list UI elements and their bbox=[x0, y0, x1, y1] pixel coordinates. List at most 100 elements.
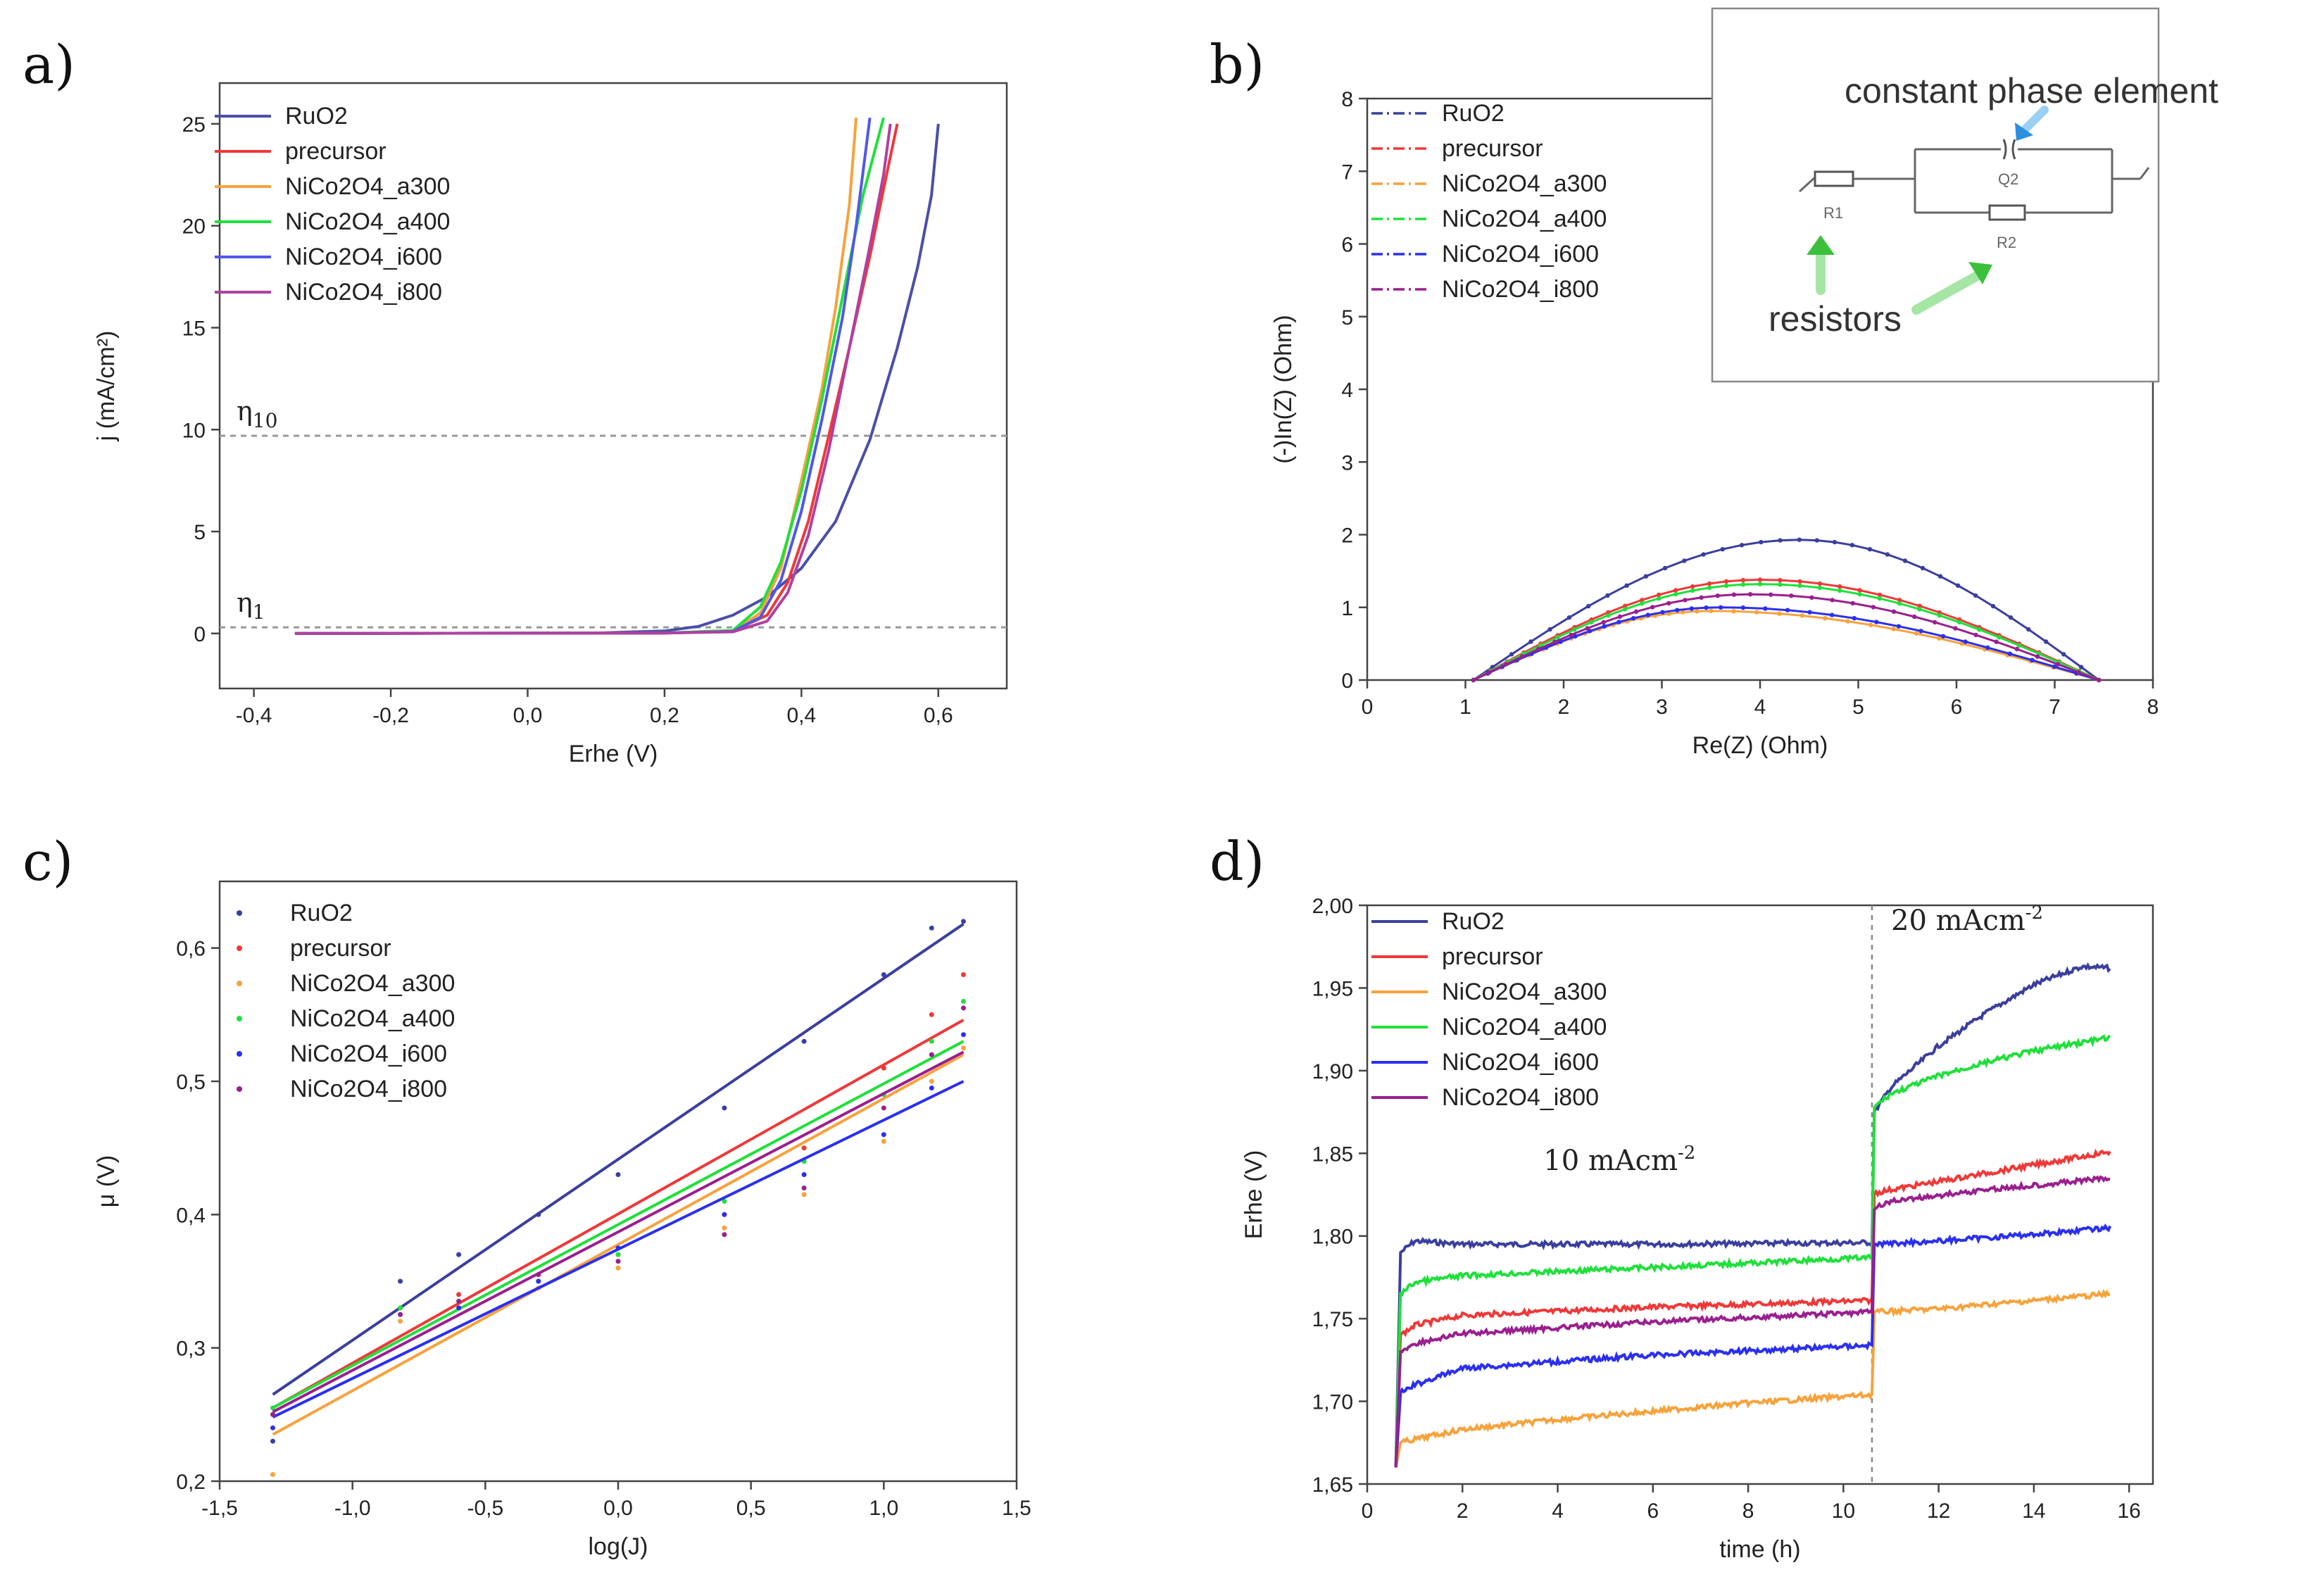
panel-b-data-point bbox=[1555, 635, 1560, 640]
panel-b-data-point bbox=[1754, 610, 1759, 615]
panel-b-data-point bbox=[1797, 579, 1802, 584]
panel-a-x-tick-label: 0,2 bbox=[650, 704, 679, 727]
panel-d-legend-label: precursor bbox=[1442, 943, 1543, 970]
panel-b-data-point bbox=[1731, 609, 1736, 614]
panel-b-data-point bbox=[1640, 598, 1645, 603]
panel-b-y-tick-label: 4 bbox=[1341, 379, 1353, 402]
panel-c-data-point bbox=[929, 1079, 934, 1084]
panel-c-letter: c) bbox=[23, 830, 73, 893]
panel-a-series-line bbox=[294, 123, 940, 635]
panel-d-y-tick-label: 1,65 bbox=[1312, 1473, 1353, 1497]
panel-c-data-point bbox=[398, 1305, 403, 1311]
panel-b-data-point bbox=[1920, 565, 1926, 571]
panel-b-data-point bbox=[1857, 588, 1862, 593]
panel-c-data-point bbox=[615, 1245, 621, 1251]
panel-a-legend-label: NiCo2O4_i600 bbox=[285, 244, 442, 270]
panel-b-data-point bbox=[1682, 558, 1687, 563]
panel-b-data-point bbox=[1740, 605, 1745, 610]
panel-b-data-point bbox=[2007, 651, 2013, 656]
inset-resistors-label: resistors bbox=[1769, 299, 1902, 339]
panel-b-y-tick-label: 5 bbox=[1341, 306, 1353, 329]
panel-b-y-tick-label: 6 bbox=[1341, 234, 1353, 257]
panel-b-data-point bbox=[1739, 543, 1745, 548]
panel-b-data-point bbox=[1830, 612, 1835, 617]
panel-b-data-point bbox=[1723, 579, 1729, 584]
panel-c-fit-line bbox=[272, 1040, 965, 1409]
panel-b-data-point bbox=[1937, 613, 1942, 618]
panel-b-data-point bbox=[1937, 574, 1943, 579]
panel-d-y-tick-label: 1,90 bbox=[1312, 1060, 1353, 1083]
panel-b-data-point bbox=[1885, 552, 1890, 557]
panel-b-data-point bbox=[1838, 584, 1842, 589]
panel-c-x-tick-label: 0,5 bbox=[736, 1497, 766, 1520]
panel-a-series-line bbox=[294, 123, 892, 635]
panel-b-x-tick-label: 0 bbox=[1362, 696, 1374, 719]
panel-b-data-point bbox=[1699, 595, 1704, 600]
panel-b-data-point bbox=[1657, 592, 1662, 598]
panel-b-data-point bbox=[1914, 631, 1919, 636]
panel-b-x-axis-label: Re(Z) (Ohm) bbox=[1692, 732, 1828, 759]
panel-b-data-point bbox=[1690, 584, 1695, 589]
panel-c-legend-label: NiCo2O4_a400 bbox=[290, 1005, 455, 1032]
panel-d-y-axis-label: Erhe (V) bbox=[1240, 1150, 1267, 1240]
panel-b-data-point bbox=[1719, 605, 1723, 610]
panel-c-data-point bbox=[722, 1232, 727, 1238]
panel-c-legend-marker bbox=[237, 1051, 242, 1057]
panel-b-data-point bbox=[1757, 577, 1763, 582]
panel-b-data-point bbox=[1640, 601, 1645, 606]
panel-c-data-point bbox=[961, 1005, 966, 1011]
panel-b-data-point bbox=[1789, 593, 1794, 598]
panel-b-data-point bbox=[2097, 677, 2102, 683]
panel-b-data-point bbox=[1747, 592, 1753, 597]
panel-c-data-point bbox=[801, 1192, 807, 1197]
panel-b-x-tick-label: 5 bbox=[1852, 696, 1864, 719]
panel-b-data-point bbox=[1874, 620, 1879, 624]
panel-b-data-point bbox=[2052, 664, 2057, 669]
panel-c-y-tick-label: 0,6 bbox=[176, 938, 206, 961]
panel-b-y-tick-label: 2 bbox=[1341, 524, 1353, 548]
arrow-to-cpe-icon bbox=[2019, 106, 2049, 135]
panel-b-data-point bbox=[2016, 643, 2022, 648]
panel-d-x-tick-label: 4 bbox=[1552, 1499, 1564, 1523]
panel-b-legend-label: RuO2 bbox=[1442, 100, 1505, 127]
panel-b-data-point bbox=[1759, 539, 1764, 545]
panel-b-data-point bbox=[1850, 600, 1855, 606]
panel-c-x-tick-label: -1,0 bbox=[334, 1497, 371, 1520]
panel-c-data-point bbox=[270, 1425, 275, 1430]
panel-b-y-tick-label: 3 bbox=[1341, 451, 1353, 474]
panel-c-data-point bbox=[398, 1319, 403, 1324]
panel-b-data-point bbox=[1623, 607, 1628, 612]
circuit-wire bbox=[1798, 176, 1816, 193]
panel-d-legend-label: RuO2 bbox=[1442, 908, 1505, 935]
panel-b-data-point bbox=[1675, 608, 1680, 612]
panel-b-data-point bbox=[1617, 614, 1623, 620]
panel-b-data-point bbox=[1977, 627, 1982, 632]
panel-c-data-point bbox=[722, 1225, 727, 1231]
panel-a-x-tick-label: 0,0 bbox=[513, 704, 543, 727]
panel-c-data-point bbox=[722, 1105, 727, 1111]
panel-c-legend-marker bbox=[237, 1016, 242, 1021]
cpe-q2-icon bbox=[2002, 139, 2016, 160]
panel-c-data-point bbox=[929, 1012, 934, 1017]
panel-d-legend-label: NiCo2O4_i800 bbox=[1442, 1084, 1599, 1111]
panel-b-y-tick-label: 8 bbox=[1341, 88, 1353, 111]
panel-b-series-line bbox=[1473, 583, 2099, 681]
panel-b-legend-label: NiCo2O4_a400 bbox=[1442, 206, 1607, 232]
panel-b-x-tick-label: 7 bbox=[2049, 696, 2061, 719]
panel-d-legend-label: NiCo2O4_i600 bbox=[1442, 1049, 1599, 1076]
panel-b-data-point bbox=[1973, 593, 1978, 598]
panel-b-data-point bbox=[1657, 596, 1662, 601]
panel-b-data-point bbox=[1602, 624, 1607, 629]
panel-d-x-tick-label: 2 bbox=[1457, 1499, 1469, 1523]
panel-b-legend-label: NiCo2O4_i600 bbox=[1442, 241, 1599, 268]
panel-a: a) -0,4 -0,2 0,0 0,2 0,4 0,6 0 5 10 15 20 25 Erhe (V… bbox=[23, 33, 1008, 767]
panel-b-data-point bbox=[1785, 608, 1790, 612]
panel-b-data-point bbox=[1845, 619, 1850, 624]
panel-b-data-point bbox=[1817, 585, 1823, 591]
panel-b-x-tick-label: 8 bbox=[2147, 696, 2159, 719]
panel-c-data-point bbox=[615, 1259, 621, 1264]
panel-c-x-tick-label: 0,0 bbox=[603, 1497, 633, 1520]
panel-a-plot-frame bbox=[218, 82, 1008, 690]
panel-b-y-tick-label: 1 bbox=[1341, 597, 1353, 620]
panel-a-y-tick-label: 25 bbox=[182, 113, 206, 137]
